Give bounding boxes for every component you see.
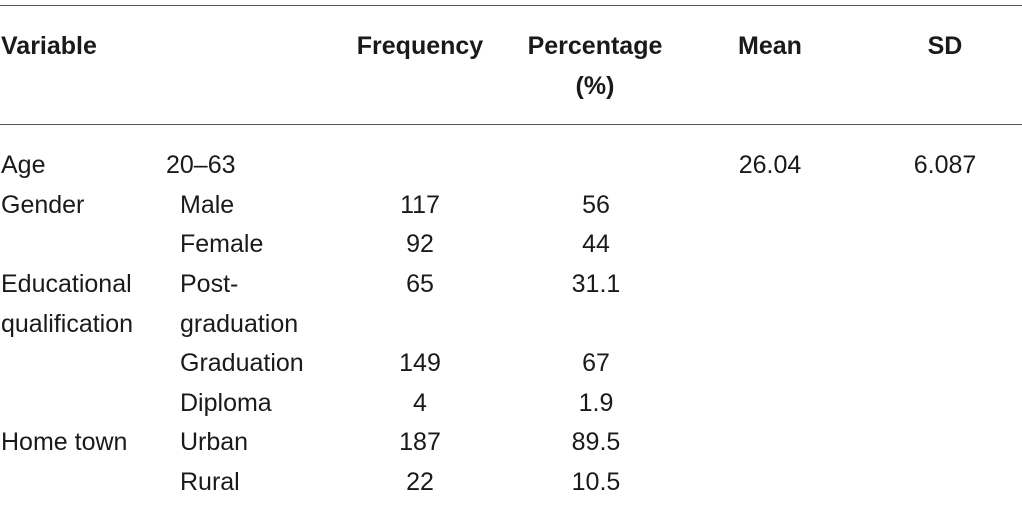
cell-variable-cont: qualification [1, 310, 134, 338]
cell-frequency: 149 [399, 349, 441, 377]
cell-percentage: 10.5 [571, 468, 621, 496]
cell-percentage: 31.1 [571, 270, 621, 298]
header-sd: SD [927, 32, 963, 60]
cell-subcategory: 20–63 [166, 151, 236, 179]
header-bottom-rule [0, 124, 1022, 125]
cell-percentage: 56 [582, 191, 610, 219]
cell-mean: 26.04 [738, 151, 802, 179]
cell-percentage: 89.5 [571, 428, 621, 456]
cell-variable: Age [1, 151, 46, 179]
header-percentage-unit: (%) [575, 72, 615, 100]
cell-variable: Gender [1, 191, 85, 219]
cell-frequency: 4 [413, 389, 427, 417]
cell-frequency: 92 [406, 230, 434, 258]
header-percentage: Percentage [527, 32, 663, 60]
header-frequency: Frequency [356, 32, 484, 60]
cell-subcategory: Female [180, 230, 264, 258]
cell-subcategory: Post- [180, 270, 239, 298]
cell-subcategory: Rural [180, 468, 240, 496]
cell-subcategory: Graduation [180, 349, 304, 377]
table-top-rule [0, 5, 1022, 6]
cell-subcategory: Urban [180, 428, 249, 456]
cell-percentage: 67 [582, 349, 610, 377]
header-variable: Variable [1, 32, 97, 60]
cell-frequency: 117 [400, 191, 440, 219]
cell-subcategory: Diploma [180, 389, 272, 417]
cell-variable: Educational [1, 270, 132, 298]
cell-sd: 6.087 [913, 151, 977, 179]
cell-frequency: 187 [399, 428, 441, 456]
cell-percentage: 44 [582, 230, 610, 258]
cell-percentage: 1.9 [578, 389, 614, 417]
cell-subcategory-cont: graduation [180, 310, 299, 338]
header-mean: Mean [738, 32, 802, 60]
cell-subcategory: Male [180, 191, 235, 219]
cell-frequency: 65 [406, 270, 434, 298]
cell-frequency: 22 [406, 468, 434, 496]
cell-variable: Home town [1, 428, 128, 456]
